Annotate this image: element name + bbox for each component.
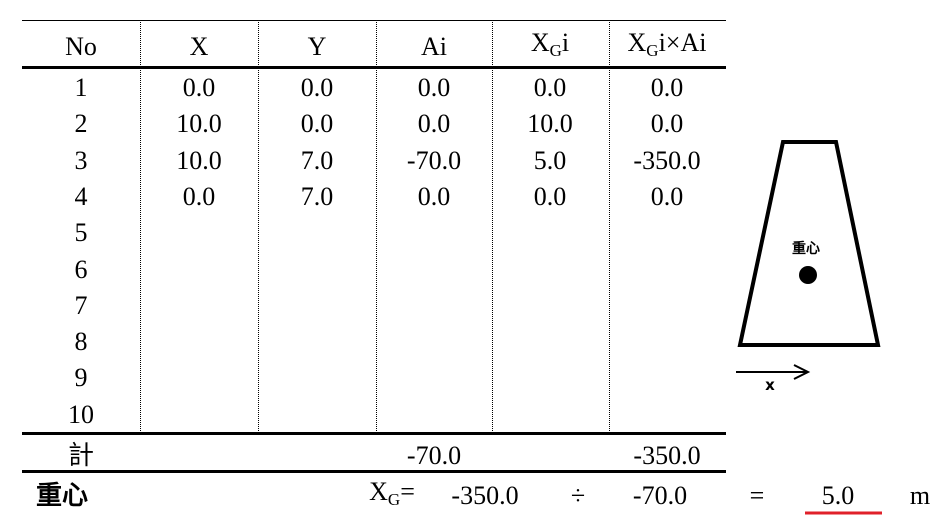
cell: 0.0 [417, 109, 451, 139]
denominator: -70.0 [632, 481, 688, 510]
row-number: 9 [74, 363, 88, 393]
header-cell: Y [307, 32, 327, 61]
header-cell: XGi [531, 28, 569, 66]
text-part: = [400, 477, 415, 506]
cell: 10.0 [176, 109, 222, 139]
row-number: 7 [74, 290, 88, 320]
result-symbol: XG= [369, 477, 415, 515]
total-label: 計 [67, 441, 95, 470]
subscript: G [646, 41, 659, 60]
total-cell: -350.0 [633, 441, 701, 470]
text-part: X [627, 28, 647, 57]
top-border [22, 20, 726, 21]
cell: 0.0 [533, 181, 567, 211]
cell: 7.0 [300, 181, 334, 211]
equals: = [749, 481, 765, 510]
cell: -70.0 [406, 145, 462, 175]
header-cell: XGi×Ai [628, 28, 707, 66]
column-divider [258, 20, 259, 433]
cell: 7.0 [300, 145, 334, 175]
row-number: 10 [68, 399, 94, 429]
arrow-head [793, 364, 811, 380]
header-border [22, 66, 726, 69]
result-value: 5.0 [821, 481, 855, 510]
column-divider [609, 20, 610, 433]
axis-label: x [765, 376, 775, 394]
result-label: 重心 [35, 481, 89, 511]
cell: 5.0 [533, 145, 567, 175]
text-part: X [369, 477, 388, 506]
text-part: i×Ai [658, 28, 707, 57]
cell: 0.0 [182, 181, 216, 211]
cell: 0.0 [300, 109, 334, 139]
row-number: 5 [74, 218, 88, 248]
cell: 0.0 [533, 73, 567, 102]
cell: 0.0 [650, 181, 684, 211]
row-number: 1 [74, 73, 88, 102]
cell: 0.0 [300, 73, 334, 102]
column-divider [492, 20, 493, 433]
subscript: G [387, 490, 401, 509]
cell: 0.0 [417, 181, 451, 211]
subscript: G [549, 41, 562, 60]
unit: m [909, 481, 931, 510]
operator: ÷ [570, 481, 586, 510]
cell: 10.0 [176, 145, 222, 175]
numerator: -350.0 [451, 481, 519, 510]
total-border [22, 470, 726, 473]
cell: 0.0 [182, 73, 216, 102]
rows-border [22, 432, 726, 435]
centroid-dot [799, 266, 817, 284]
row-number: 2 [74, 109, 88, 139]
text-part: i [561, 28, 570, 57]
cell: -350.0 [633, 145, 701, 175]
total-cell: -70.0 [406, 441, 462, 470]
column-divider [140, 20, 141, 433]
cell: 0.0 [417, 73, 451, 102]
row-number: 6 [74, 254, 88, 284]
column-divider [376, 20, 377, 433]
row-number: 4 [74, 181, 88, 211]
cell: 0.0 [650, 73, 684, 102]
cell: 0.0 [650, 109, 684, 139]
row-number: 3 [74, 145, 88, 175]
centroid-label: 重心 [792, 240, 820, 257]
header-cell: X [189, 32, 209, 61]
row-number: 8 [74, 327, 88, 357]
trapezoid [737, 140, 881, 347]
header-cell: No [65, 32, 97, 61]
text-part: X [530, 28, 550, 57]
header-cell: Ai [421, 32, 447, 61]
cell: 10.0 [527, 109, 573, 139]
